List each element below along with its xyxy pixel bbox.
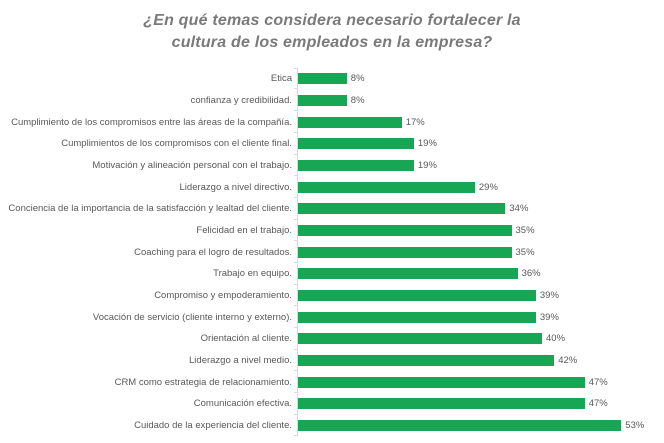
bar	[298, 333, 542, 345]
bar	[298, 138, 414, 150]
bar-track: 39%	[294, 284, 664, 307]
bar-row: Liderazgo a nivel medio. 42%	[0, 349, 664, 372]
value-label: 35%	[515, 224, 535, 236]
value-label: 35%	[515, 246, 535, 258]
category-label: Cumplimiento de los compromisos entre la…	[11, 116, 292, 128]
value-label: 40%	[546, 333, 566, 345]
plot-area: Etica 8% confianza y credibilidad. 8% Cu…	[0, 67, 664, 437]
bar-track: 40%	[294, 328, 664, 350]
value-label: 47%	[588, 398, 608, 410]
bar	[298, 398, 585, 410]
value-label: 53%	[625, 420, 645, 432]
bar	[298, 268, 518, 280]
category-label: Orientación al cliente.	[200, 333, 292, 345]
bar-track: 29%	[294, 176, 664, 198]
value-label: 36%	[521, 268, 541, 280]
bar-row: Felicidad en el trabajo. 35%	[0, 219, 664, 242]
bar	[298, 355, 555, 367]
bar-row: CRM como estrategia de relacionamiento. …	[0, 371, 664, 394]
category-label: confianza y credibilidad.	[190, 94, 292, 106]
bar-row: Orientación al cliente. 40%	[0, 328, 664, 350]
bar	[298, 94, 347, 106]
bar-row: Cumplimientos de los compromisos con el …	[0, 132, 664, 155]
value-label: 29%	[478, 181, 498, 193]
bar-row: Conciencia de la importancia de la satis…	[0, 197, 664, 220]
bar-row: Cuidado de la experiencia del cliente. 5…	[0, 414, 664, 437]
value-label: 39%	[539, 290, 559, 301]
bar	[298, 311, 536, 323]
category-label: Vocación de servicio (cliente interno y …	[92, 311, 292, 323]
value-label: 39%	[539, 311, 559, 323]
bar-track: 35%	[294, 219, 664, 242]
category-label: CRM como estrategia de relacionamiento.	[114, 376, 292, 388]
bar-row: Vocación de servicio (cliente interno y …	[0, 306, 664, 329]
category-label: Trabajo en equipo.	[213, 268, 292, 280]
bar-row: Compromiso y empoderamiento. 39%	[0, 284, 664, 307]
value-label: 19%	[417, 159, 437, 171]
bar	[298, 290, 536, 301]
value-label: 47%	[588, 376, 608, 388]
value-label: 17%	[405, 116, 425, 128]
bar-track: 47%	[294, 393, 664, 415]
bar-row: Comunicación efectiva. 47%	[0, 393, 664, 415]
value-label: 19%	[417, 138, 437, 150]
category-label: Compromiso y empoderamiento.	[154, 290, 292, 301]
bar	[298, 73, 347, 85]
bar-row: Cumplimiento de los compromisos entre la…	[0, 111, 664, 133]
category-label: Cumplimientos de los compromisos con el …	[61, 138, 292, 150]
bar-row: Liderazgo a nivel directivo. 29%	[0, 176, 664, 198]
bar-track: 42%	[294, 349, 664, 372]
bar-track: 19%	[294, 132, 664, 155]
bar	[298, 376, 585, 388]
category-label: Coaching para el logro de resultados.	[134, 246, 292, 258]
bar-track: 36%	[294, 262, 664, 285]
bar-track: 39%	[294, 306, 664, 329]
value-label: 42%	[558, 355, 578, 367]
category-label: Liderazgo a nivel directivo.	[179, 181, 292, 193]
category-label: Felicidad en el trabajo.	[196, 224, 292, 236]
category-label: Liderazgo a nivel medio.	[189, 355, 292, 367]
bar-track: 53%	[294, 414, 664, 437]
bar	[298, 420, 622, 432]
bar	[298, 181, 475, 193]
bar-row: Etica 8%	[0, 67, 664, 90]
bar-row: Coaching para el logro de resultados. 35…	[0, 241, 664, 263]
bar-row: confianza y credibilidad. 8%	[0, 89, 664, 112]
category-label: Motivación y alineación personal con el …	[92, 159, 292, 171]
bar	[298, 246, 512, 258]
category-label: Comunicación efectiva.	[193, 398, 292, 410]
value-label: 8%	[350, 94, 365, 106]
bar	[298, 116, 402, 128]
bar-track: 17%	[294, 111, 664, 133]
bar-track: 35%	[294, 241, 664, 263]
bar-row: Motivación y alineación personal con el …	[0, 154, 664, 177]
bar-track: 47%	[294, 371, 664, 394]
bar	[298, 159, 414, 171]
category-label: Etica	[270, 73, 292, 85]
bar-track: 8%	[294, 89, 664, 112]
bar-track: 19%	[294, 154, 664, 177]
bar-track: 34%	[294, 197, 664, 220]
bar	[298, 203, 506, 215]
value-label: 34%	[509, 203, 529, 215]
chart-title: ¿En qué temas considera necesario fortal…	[143, 12, 521, 52]
category-label: Cuidado de la experiencia del cliente.	[134, 420, 292, 432]
bar-track: 8%	[294, 67, 664, 90]
value-label: 8%	[350, 73, 365, 85]
bar-row: Trabajo en equipo. 36%	[0, 262, 664, 285]
category-label: Conciencia de la importancia de la satis…	[8, 203, 292, 215]
bar	[298, 224, 512, 236]
